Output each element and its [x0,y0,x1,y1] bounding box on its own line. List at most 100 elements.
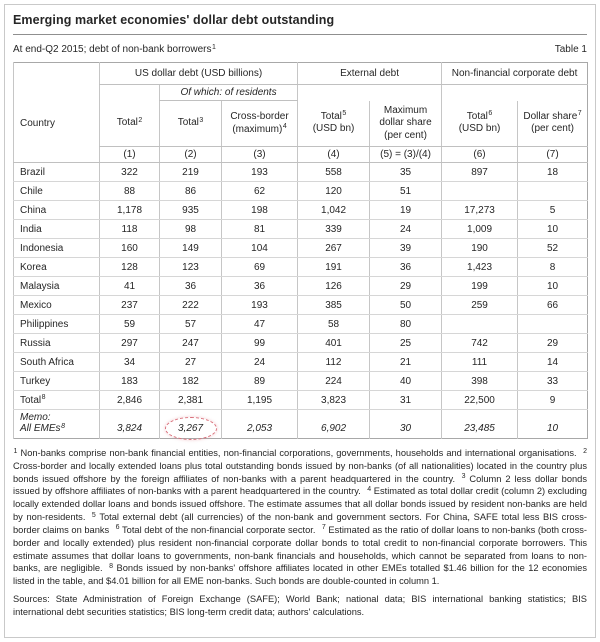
footnote-number: 6 [115,524,120,532]
table-row: Mexico 237 222 193 385 50 259 66 [13,295,588,315]
value-cell: 34 [99,352,160,372]
value-cell: 98 [159,219,222,239]
value-cell: 3,824 [99,409,160,439]
value-cell: 398 [441,371,518,391]
value-cell: 3,823 [297,390,370,410]
value-cell: 66 [517,295,588,315]
value-cell: 86 [159,181,222,201]
value-cell: 191 [297,257,370,277]
value-cell: 35 [369,162,442,182]
value-cell: 2,053 [220,409,298,439]
value-cell: 199 [441,276,518,296]
value-cell: 247 [159,333,222,353]
value-cell: 10 [517,276,588,296]
footnote-marker: 2 [138,116,143,124]
value-cell: 10 [517,409,588,439]
table-row: Brazil 322 219 193 558 35 897 18 [13,162,588,182]
country-rows: Brazil 322 219 193 558 35 897 18 Chile 88 86 62 120 5… [13,162,588,391]
spacer-cell [297,84,442,101]
table-row: Philippines 59 57 47 58 80 [13,314,588,334]
col-header-text: Cross-border [230,111,289,122]
spacer-cell [441,84,588,101]
value-cell: 9 [517,390,588,410]
value-cell: 23,485 [441,409,518,439]
col-header-note: (per cent) [531,123,574,135]
value-cell [517,314,588,334]
column-number-row: (1) (2) (3) (4) (5) = (3)/(4) (6) (7) [13,146,588,163]
value-cell: 237 [99,295,160,315]
footnote-marker: 3 [199,116,204,124]
value-cell: 297 [99,333,160,353]
value-cell [441,314,518,334]
col-header-4: Total5 (USD bn) [297,100,370,147]
col-number: (2) [159,146,222,163]
country-cell: South Africa [13,352,100,372]
value-cell: 1,042 [297,200,370,220]
col-number: (5) = (3)/(4) [369,146,442,163]
table-subtitle: At end-Q2 2015; debt of non-bank borrowe… [13,44,216,56]
footnote-number: 8 [109,562,114,570]
value-cell: 59 [99,314,160,334]
value-cell: 1,178 [99,200,160,220]
value-cell: 5 [517,200,588,220]
group-external-debt: External debt [297,62,442,85]
total-label-cell: Total8 [13,390,100,410]
col-number: (4) [297,146,370,163]
footnote-number: 7 [321,524,326,532]
country-cell: Turkey [13,371,100,391]
value-cell-highlighted: 3,267 [159,409,222,440]
value-cell [517,181,588,201]
country-cell: Philippines [13,314,100,334]
footnote-text: Bonds issued by non-banks' offshore affi… [13,563,587,587]
value-cell: 2,846 [99,390,160,410]
footnote-text: Estimated as total dollar credit (column… [13,486,587,523]
value-cell: 183 [99,371,160,391]
value-cell: 25 [369,333,442,353]
value-cell: 19 [369,200,442,220]
spacer-cell [13,146,100,163]
value-cell: 14 [517,352,588,372]
value-cell: 104 [220,238,298,258]
footnote-marker: 4 [282,123,287,130]
total-label: Total [20,394,42,406]
value-cell: 385 [297,295,370,315]
column-header-row: Total2 Total3 Cross-border (maximum)4 Tot… [14,100,588,147]
spacer-cell [99,84,160,101]
footnote-number: 3 [461,473,466,481]
value-cell: 21 [369,352,442,372]
value-cell: 89 [220,371,298,391]
value-cell: 31 [369,390,442,410]
value-cell: 2,381 [159,390,222,410]
country-cell: Brazil [13,162,100,182]
col-header-5: Maximum dollar share (per cent) [369,100,442,147]
col-header-1: Total2 [99,100,160,147]
value-cell: 558 [297,162,370,182]
value-cell: 222 [159,295,222,315]
value-cell: 10 [517,219,588,239]
value-cell: 58 [297,314,370,334]
value-cell: 149 [159,238,222,258]
table-row: South Africa 34 27 24 112 21 111 14 [13,352,588,372]
subgroup-of-which: Of which: of residents [158,84,298,101]
country-cell: Mexico [13,295,100,315]
value-cell: 36 [369,257,442,277]
value-cell: 40 [369,371,442,391]
memo-row: Memo: All EMEs8 3,824 3,267 2,053 6,902 3… [13,409,588,440]
value-cell: 33 [517,371,588,391]
value-cell: 62 [220,181,298,201]
value-cell: 160 [99,238,160,258]
memo-label: Memo: [20,412,51,423]
value-cell: 118 [99,219,160,239]
col-header-3: Cross-border (maximum)4 [220,100,298,147]
value-cell: 8 [517,257,588,277]
table-row: India 118 98 81 339 24 1,009 10 [13,219,588,239]
value-cell: 193 [220,295,298,315]
value-cell: 190 [441,238,518,258]
value-cell: 112 [297,352,370,372]
footnote-text: Non-banks comprise non-bank financial en… [17,448,577,458]
value-cell: 339 [297,219,370,239]
value-cell: 193 [220,162,298,182]
value-cell: 123 [159,257,222,277]
